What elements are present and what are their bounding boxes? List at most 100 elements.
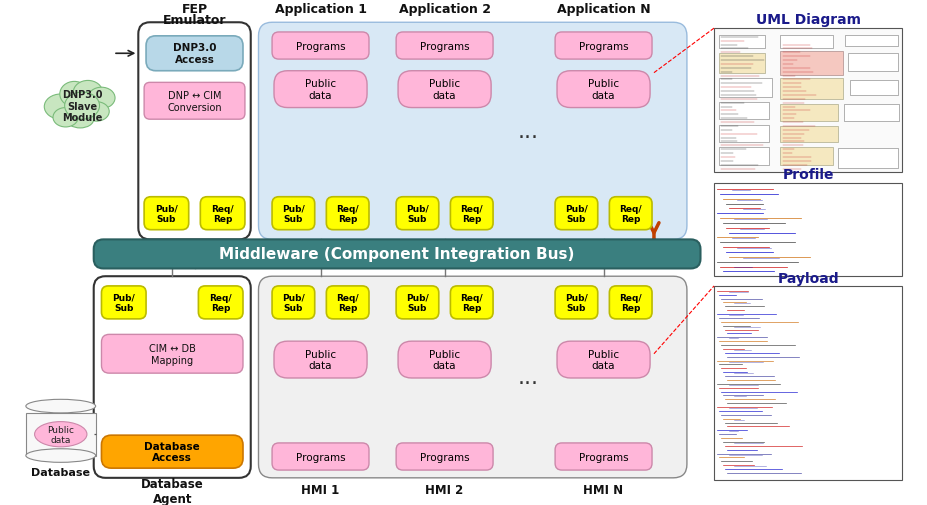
FancyBboxPatch shape <box>609 197 652 230</box>
Bar <box>719 103 769 120</box>
Bar <box>719 54 766 74</box>
FancyBboxPatch shape <box>94 277 250 478</box>
Text: Public
data: Public data <box>429 79 460 100</box>
Bar <box>719 126 769 143</box>
Text: Programs: Programs <box>420 41 469 52</box>
Ellipse shape <box>88 88 115 109</box>
Text: Pub/
Sub: Pub/ Sub <box>155 204 178 224</box>
FancyBboxPatch shape <box>326 286 369 319</box>
Bar <box>850 81 898 96</box>
Bar <box>26 413 95 456</box>
Text: ...: ... <box>517 367 539 387</box>
Ellipse shape <box>44 95 77 120</box>
FancyBboxPatch shape <box>555 197 598 230</box>
FancyBboxPatch shape <box>396 33 493 60</box>
Text: ...: ... <box>517 122 539 141</box>
Text: Pub/
Sub: Pub/ Sub <box>406 293 429 313</box>
Bar <box>780 105 838 122</box>
FancyBboxPatch shape <box>198 286 243 319</box>
Text: Programs: Programs <box>420 451 469 462</box>
FancyBboxPatch shape <box>396 286 438 319</box>
Bar <box>714 184 902 277</box>
Text: UML Diagram: UML Diagram <box>756 13 860 27</box>
Text: DNP ↔ CIM
Conversion: DNP ↔ CIM Conversion <box>167 91 222 112</box>
Text: HMI N: HMI N <box>583 483 624 496</box>
FancyBboxPatch shape <box>272 33 369 60</box>
FancyBboxPatch shape <box>259 277 687 478</box>
Text: Public
data: Public data <box>47 425 74 444</box>
FancyBboxPatch shape <box>144 83 245 120</box>
Text: Profile: Profile <box>782 168 833 182</box>
Text: Req/
Rep: Req/ Rep <box>337 293 359 313</box>
Text: Database
Agent: Database Agent <box>141 477 204 505</box>
FancyBboxPatch shape <box>272 443 369 470</box>
Bar <box>719 148 769 166</box>
Text: HMI 1: HMI 1 <box>301 483 339 496</box>
Bar <box>780 52 843 75</box>
FancyBboxPatch shape <box>274 341 367 378</box>
Text: Pub/
Sub: Pub/ Sub <box>565 204 588 224</box>
Text: DNP3.0
Access: DNP3.0 Access <box>172 43 216 65</box>
Text: Pub/
Sub: Pub/ Sub <box>112 293 135 313</box>
Bar <box>714 29 902 172</box>
Text: CIM ↔ DB
Mapping: CIM ↔ DB Mapping <box>149 343 196 365</box>
Bar <box>848 54 898 72</box>
FancyBboxPatch shape <box>101 335 243 373</box>
Text: Req/
Rep: Req/ Rep <box>210 293 232 313</box>
Text: Database
Access: Database Access <box>145 441 200 463</box>
FancyBboxPatch shape <box>398 72 491 109</box>
FancyBboxPatch shape <box>101 286 146 319</box>
FancyBboxPatch shape <box>146 37 243 72</box>
Bar <box>719 36 766 49</box>
Ellipse shape <box>84 103 109 122</box>
Text: HMI 2: HMI 2 <box>425 483 464 496</box>
Bar <box>844 36 898 47</box>
Text: Pub/
Sub: Pub/ Sub <box>565 293 588 313</box>
Text: Application N: Application N <box>557 3 651 16</box>
Text: Req/
Rep: Req/ Rep <box>619 293 642 313</box>
Text: Pub/
Sub: Pub/ Sub <box>282 204 305 224</box>
Bar <box>780 78 843 99</box>
FancyBboxPatch shape <box>396 197 438 230</box>
Text: Pub/
Sub: Pub/ Sub <box>282 293 305 313</box>
Text: Middleware (Component Integration Bus): Middleware (Component Integration Bus) <box>220 247 575 262</box>
Bar <box>780 127 838 143</box>
Text: Application 1: Application 1 <box>274 3 366 16</box>
Bar <box>719 78 772 97</box>
FancyBboxPatch shape <box>138 23 250 240</box>
FancyBboxPatch shape <box>259 23 687 240</box>
FancyBboxPatch shape <box>101 435 243 468</box>
Text: Req/
Rep: Req/ Rep <box>337 204 359 224</box>
Text: Public
data: Public data <box>429 349 460 371</box>
FancyBboxPatch shape <box>272 197 314 230</box>
FancyBboxPatch shape <box>555 33 652 60</box>
FancyBboxPatch shape <box>555 443 652 470</box>
Text: Public
data: Public data <box>588 79 619 100</box>
FancyBboxPatch shape <box>144 197 189 230</box>
Ellipse shape <box>34 422 87 447</box>
Text: Programs: Programs <box>296 451 346 462</box>
Text: Emulator: Emulator <box>163 14 226 27</box>
FancyBboxPatch shape <box>398 341 491 378</box>
Text: Pub/
Sub: Pub/ Sub <box>406 204 429 224</box>
Bar <box>780 148 833 166</box>
FancyBboxPatch shape <box>396 443 493 470</box>
Text: Req/
Rep: Req/ Rep <box>461 204 483 224</box>
FancyBboxPatch shape <box>451 286 493 319</box>
FancyBboxPatch shape <box>274 72 367 109</box>
Bar <box>780 36 833 49</box>
FancyBboxPatch shape <box>272 286 314 319</box>
Ellipse shape <box>26 449 95 463</box>
Text: Req/
Rep: Req/ Rep <box>619 204 642 224</box>
Ellipse shape <box>59 82 89 108</box>
Ellipse shape <box>73 81 103 105</box>
Ellipse shape <box>65 93 99 120</box>
FancyBboxPatch shape <box>555 286 598 319</box>
Text: Database: Database <box>32 467 90 477</box>
Text: Req/
Rep: Req/ Rep <box>211 204 234 224</box>
FancyBboxPatch shape <box>609 286 652 319</box>
Text: FEP: FEP <box>182 3 208 16</box>
Text: DNP3.0
Slave
Module: DNP3.0 Slave Module <box>62 90 102 123</box>
FancyBboxPatch shape <box>451 197 493 230</box>
Bar <box>844 105 899 122</box>
